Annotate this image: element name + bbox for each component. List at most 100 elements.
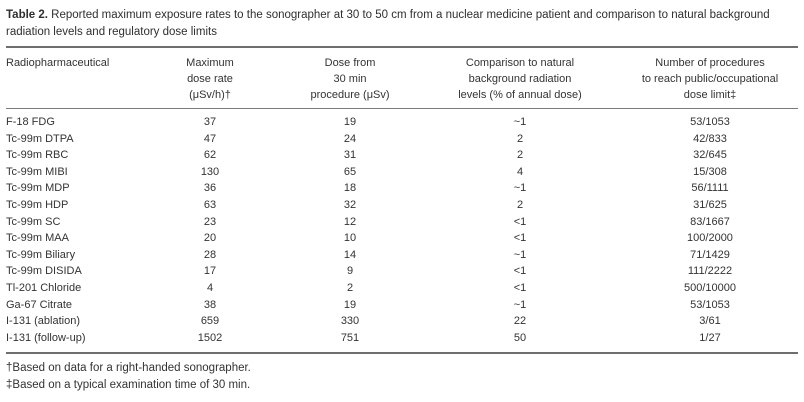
cell-dose-30min: 65: [343, 165, 357, 178]
cell-procedures: 111/2222: [687, 265, 733, 278]
cell-max-dose-rate: 47: [203, 132, 217, 145]
cell-radiopharmaceutical: Tc-99m HDP: [6, 198, 69, 211]
table-row: F-18 FDG 37 19 ~1 53/1053: [0, 114, 804, 131]
cell-dose-30min: 330: [340, 315, 360, 328]
table-row: I-131 (ablation) 659 330 22 3/61: [0, 313, 804, 330]
cell-max-dose-rate: 28: [203, 248, 217, 261]
table-row: Tc-99m HDP 63 32 2 31/625: [0, 197, 804, 214]
cell-radiopharmaceutical: F-18 FDG: [6, 116, 55, 128]
cell-radiopharmaceutical: Ga-67 Citrate: [6, 298, 73, 311]
cell-dose-30min: 24: [343, 132, 357, 145]
cell-radiopharmaceutical: Tl-201 Chloride: [6, 281, 82, 294]
cell-procedures: 31/625: [693, 198, 727, 211]
footnote-dagger: †Based on data for a right-handed sonogr…: [6, 362, 251, 374]
cell-max-dose-rate: 38: [203, 298, 217, 311]
cell-comparison: <1: [513, 215, 527, 228]
table-row: Tc-99m RBC 62 31 2 32/645: [0, 147, 804, 164]
table-row: Tc-99m DISIDA 17 9 <1 111/2222: [0, 263, 804, 280]
cell-procedures: 71/1429: [690, 248, 730, 261]
cell-comparison: 4: [516, 165, 524, 178]
cell-procedures: 15/308: [693, 165, 727, 178]
table-row: Tc-99m MDP 36 18 ~1 56/1111: [0, 180, 804, 197]
cell-procedures: 32/645: [693, 149, 727, 162]
cell-max-dose-rate: 659: [200, 315, 220, 328]
cell-comparison: ~1: [513, 248, 527, 261]
cell-comparison: ~1: [513, 182, 527, 195]
cell-radiopharmaceutical: Tc-99m DTPA: [6, 132, 74, 145]
cell-procedures: 53/1053: [690, 116, 730, 128]
cell-procedures: 42/833: [693, 132, 727, 145]
cell-comparison: ~1: [513, 298, 527, 311]
cell-procedures: 500/10000: [684, 281, 736, 294]
footnotes: †Based on data for a right-handed sonogr…: [6, 360, 251, 394]
cell-max-dose-rate: 130: [200, 165, 220, 178]
cell-radiopharmaceutical: Tc-99m DISIDA: [6, 265, 82, 278]
cell-dose-30min: 31: [343, 149, 357, 162]
cell-dose-30min: 19: [343, 298, 357, 311]
cell-comparison: <1: [513, 232, 527, 245]
caption-text: Reported maximum exposure rates to the s…: [6, 9, 770, 38]
cell-dose-30min: 9: [346, 265, 354, 278]
top-rule: [6, 46, 798, 48]
cell-max-dose-rate: 37: [203, 116, 217, 128]
cell-dose-30min: 751: [340, 331, 360, 344]
cell-dose-30min: 10: [343, 232, 357, 245]
cell-comparison: 2: [516, 132, 524, 145]
cell-comparison: 2: [516, 149, 524, 162]
cell-max-dose-rate: 20: [203, 232, 217, 245]
cell-comparison: 50: [513, 331, 527, 344]
header-dose-30min: Dose from 30 min procedure (μSv): [310, 57, 390, 101]
cell-max-dose-rate: 23: [203, 215, 217, 228]
table-body: F-18 FDG 37 19 ~1 53/1053 Tc-99m DTPA 47 24 2 42/…: [0, 114, 804, 346]
table-row: Tc-99m Biliary 28 14 ~1 71/1429: [0, 247, 804, 264]
cell-dose-30min: 19: [343, 116, 357, 128]
cell-procedures: 56/1111: [691, 182, 729, 195]
cell-radiopharmaceutical: Tc-99m MDP: [6, 182, 70, 195]
table-row: Tc-99m DTPA 47 24 2 42/833: [0, 131, 804, 148]
table-row: Ga-67 Citrate 38 19 ~1 53/1053: [0, 297, 804, 314]
cell-procedures: 83/1667: [690, 215, 730, 228]
cell-radiopharmaceutical: Tc-99m Biliary: [6, 248, 76, 261]
cell-dose-30min: 12: [343, 215, 357, 228]
table-row: Tl-201 Chloride 4 2 <1 500/10000: [0, 280, 804, 297]
cell-radiopharmaceutical: Tc-99m SC: [6, 215, 61, 228]
cell-procedures: 53/1053: [690, 298, 730, 311]
table-row: Tc-99m MIBI 130 65 4 15/308: [0, 164, 804, 181]
footnote-double-dagger: ‡Based on a typical examination time of …: [6, 379, 251, 391]
cell-dose-30min: 32: [343, 198, 357, 211]
cell-max-dose-rate: 63: [203, 198, 217, 211]
header-procedures: Number of procedures to reach public/occ…: [641, 57, 779, 101]
cell-max-dose-rate: 36: [203, 182, 217, 195]
header-comparison: Comparison to natural background radiati…: [458, 57, 582, 101]
cell-dose-30min: 14: [343, 248, 357, 261]
cell-procedures: 100/2000: [687, 232, 733, 245]
header-radiopharmaceutical: Radiopharmaceutical: [6, 57, 110, 69]
cell-max-dose-rate: 17: [203, 265, 217, 278]
cell-comparison: ~1: [513, 116, 527, 128]
table-caption: Table 2. Reported maximum exposure rates…: [6, 7, 798, 41]
cell-procedures: 3/61: [699, 315, 721, 328]
cell-radiopharmaceutical: Tc-99m MAA: [6, 232, 69, 245]
cell-max-dose-rate: 1502: [197, 331, 223, 344]
table-row: Tc-99m MAA 20 10 <1 100/2000: [0, 230, 804, 247]
cell-max-dose-rate: 4: [206, 281, 214, 294]
header-max-dose-rate: Maximum dose rate (μSv/h)†: [186, 57, 234, 101]
table-label: Table 2.: [6, 9, 48, 21]
cell-comparison: <1: [513, 265, 527, 278]
cell-dose-30min: 18: [343, 182, 357, 195]
header-rule: [6, 108, 798, 109]
cell-procedures: 1/27: [699, 331, 721, 344]
cell-radiopharmaceutical: I-131 (follow-up): [6, 331, 86, 344]
table-row: I-131 (follow-up) 1502 751 50 1/27: [0, 330, 804, 347]
cell-radiopharmaceutical: Tc-99m RBC: [6, 149, 69, 162]
cell-max-dose-rate: 62: [203, 149, 217, 162]
cell-comparison: 22: [513, 315, 527, 328]
cell-comparison: <1: [513, 281, 527, 294]
table-row: Tc-99m SC 23 12 <1 83/1667: [0, 214, 804, 231]
bottom-rule: [6, 352, 798, 354]
cell-dose-30min: 2: [346, 281, 354, 294]
cell-radiopharmaceutical: I-131 (ablation): [6, 315, 80, 328]
cell-radiopharmaceutical: Tc-99m MIBI: [6, 165, 68, 178]
cell-comparison: 2: [516, 198, 524, 211]
